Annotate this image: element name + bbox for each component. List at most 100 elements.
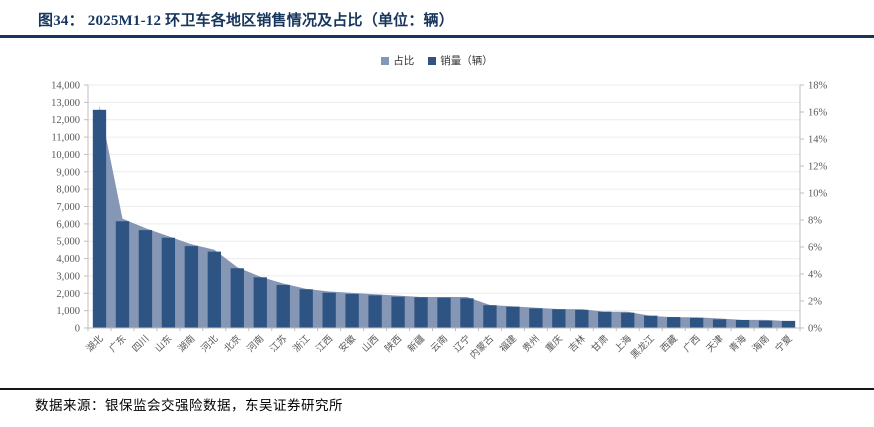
sales-bar — [414, 297, 428, 328]
share-legend-swatch — [381, 56, 390, 65]
sales-bar — [437, 297, 451, 328]
left-axis-tick-label: 13,000 — [51, 98, 80, 109]
sales-bar — [253, 277, 267, 328]
x-category-label: 内蒙古 — [467, 332, 496, 361]
x-category-label: 吉林 — [566, 332, 588, 354]
left-axis-tick-label: 2,000 — [56, 289, 80, 300]
left-axis-tick-label: 3,000 — [56, 271, 80, 282]
right-axis-tick-label: 16% — [808, 108, 828, 119]
sales-bar — [299, 289, 313, 328]
x-category-label: 重庆 — [543, 332, 565, 354]
left-axis-tick-label: 12,000 — [51, 115, 80, 126]
x-category-label: 四川 — [130, 333, 151, 354]
combo-chart: 占比 销量（辆） 0 1,000 2,000 3,000 4,000 5,000 6,000… — [0, 45, 874, 385]
x-category-label: 海南 — [750, 333, 772, 355]
left-axis-tick-label: 4,000 — [56, 254, 80, 265]
left-axis-tick-label: 0 — [75, 324, 80, 335]
x-category-label: 山西 — [360, 333, 381, 354]
left-axis-tick-label: 11,000 — [52, 133, 81, 144]
sales-bar — [230, 268, 244, 328]
x-category-label: 浙江 — [290, 332, 312, 354]
x-category-label: 陕西 — [382, 333, 404, 355]
sales-bar — [368, 295, 382, 328]
sales-bar — [689, 317, 704, 328]
right-axis-tick-label: 8% — [808, 216, 822, 227]
x-category-label: 河南 — [244, 333, 266, 355]
sales-bar — [575, 309, 589, 328]
x-category-label: 广西 — [681, 333, 703, 355]
x-category-label: 北京 — [221, 333, 243, 355]
sales-bar — [781, 320, 796, 328]
sales-bar — [621, 312, 635, 328]
x-category-label: 贵州 — [520, 333, 542, 355]
sales-bar — [322, 292, 336, 328]
sales-bar — [184, 246, 199, 328]
sales-bar — [712, 319, 727, 328]
sales-bar — [735, 320, 750, 328]
right-axis-tick-label: 10% — [808, 189, 828, 200]
right-axis-tick-label: 14% — [808, 135, 828, 146]
sales-bar — [483, 305, 497, 328]
sales-bar — [552, 309, 566, 328]
x-category-label: 湖南 — [176, 333, 198, 355]
x-category-label: 西藏 — [658, 332, 680, 354]
share-area-series — [99, 105, 789, 328]
x-category-label: 广东 — [107, 333, 129, 355]
x-category-label: 福建 — [497, 332, 519, 354]
source-divider-rule — [0, 388, 874, 390]
sales-bar — [161, 237, 176, 328]
sales-bar — [276, 284, 290, 328]
sales-bar — [115, 221, 130, 328]
sales-bar — [391, 296, 405, 328]
x-category-label: 天津 — [705, 333, 727, 355]
x-category-label: 新疆 — [405, 332, 427, 354]
sales-bar — [667, 317, 681, 328]
figure-title: 图34： 2025M1-12 环卫车各地区销售情况及占比（单位：辆） — [38, 13, 454, 29]
x-category-label: 安徽 — [336, 332, 358, 354]
left-axis-tick-label: 7,000 — [56, 202, 80, 213]
x-category-label: 黑龙江 — [628, 332, 657, 361]
legend-item-share: 占比 — [381, 53, 414, 68]
sales-bar — [460, 298, 474, 328]
right-axis-tick-label: 18% — [808, 81, 828, 92]
legend-item-sales: 销量（辆） — [428, 53, 493, 68]
x-category-label: 上海 — [612, 332, 634, 354]
title-divider-rule — [0, 35, 874, 38]
sales-bar — [529, 308, 543, 328]
sales-bar — [345, 293, 359, 328]
x-category-label: 河北 — [199, 332, 221, 354]
sales-bar — [598, 311, 612, 328]
right-axis-tick-label: 4% — [808, 270, 822, 281]
left-axis-tick-label: 9,000 — [56, 167, 80, 178]
left-axis-tick-label: 6,000 — [56, 219, 80, 230]
sales-bar — [207, 251, 221, 328]
sales-legend-label: 销量（辆） — [440, 56, 493, 67]
x-category-label: 山东 — [153, 333, 175, 355]
left-axis-tick-label: 1,000 — [56, 306, 80, 317]
x-category-label: 云南 — [428, 333, 450, 355]
right-axis-tick-label: 12% — [808, 162, 828, 173]
left-axis-tick-label: 10,000 — [51, 150, 80, 161]
sales-legend-swatch — [428, 56, 437, 65]
left-axis-tick-label: 5,000 — [56, 237, 80, 248]
x-category-label: 江西 — [314, 333, 335, 354]
right-axis-tick-label: 2% — [808, 297, 822, 308]
x-category-label: 甘肃 — [589, 333, 611, 355]
sales-bar — [92, 109, 107, 329]
chart-plot-area: 0 1,000 2,000 3,000 4,000 5,000 6,000 7,000 8,00… — [51, 81, 828, 362]
sales-bar — [506, 306, 520, 328]
sales-bar — [138, 230, 153, 328]
sales-bar — [644, 315, 658, 328]
x-category-label: 宁夏 — [773, 332, 795, 354]
share-legend-label: 占比 — [393, 56, 415, 67]
x-category-label: 江苏 — [267, 332, 289, 354]
right-axis-tick-label: 0% — [808, 324, 822, 335]
left-axis-tick-label: 14,000 — [51, 81, 80, 92]
left-axis-tick-label: 8,000 — [56, 185, 80, 196]
chart-legend: 占比 销量（辆） — [0, 53, 874, 68]
data-source-note: 数据来源：银保监会交强险数据，东吴证券研究所 — [35, 398, 343, 413]
x-category-label: 青海 — [727, 332, 749, 354]
sales-bar — [758, 320, 773, 328]
x-category-label: 湖北 — [84, 333, 106, 355]
